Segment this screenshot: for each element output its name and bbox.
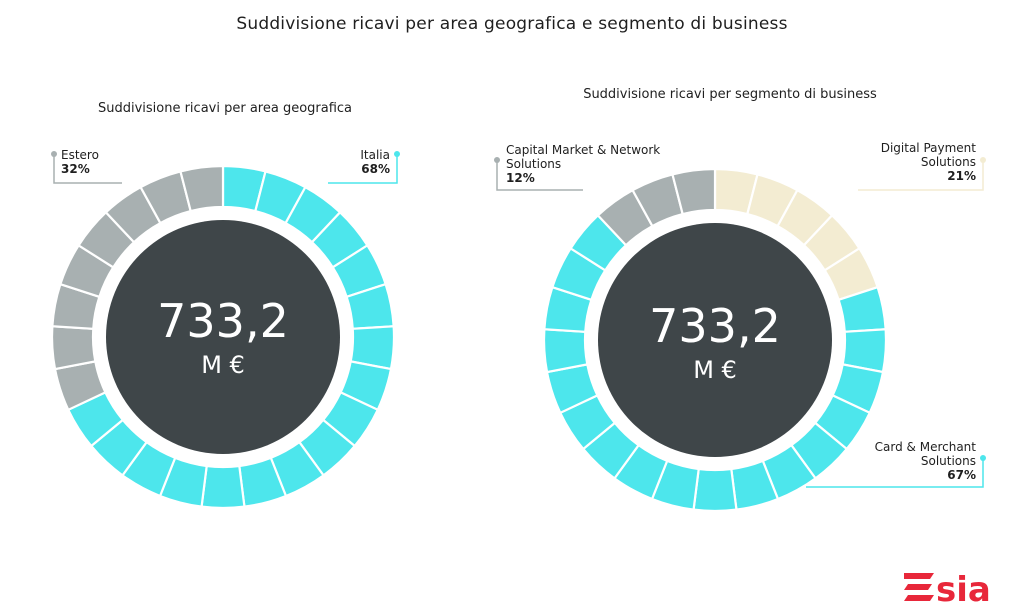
chart-title-segmento: Suddivisione ricavi per segmento di busi…	[583, 87, 877, 102]
label-estero: Estero 32%	[61, 148, 99, 176]
label-italia-name: Italia	[360, 148, 390, 162]
center-unit-right: M €	[693, 356, 737, 384]
label-digital-pct: 21%	[947, 169, 976, 183]
label-capital-pct: 12%	[506, 171, 535, 185]
label-card-line1: Card & Merchant	[874, 440, 976, 454]
label-card-line2: Solutions	[920, 454, 976, 468]
leader-italia	[328, 151, 400, 184]
chart-title-geografica: Suddivisione ricavi per area geografica	[97, 101, 353, 116]
donut-center	[106, 220, 340, 454]
leader-digital	[858, 157, 986, 191]
label-estero-name: Estero	[61, 148, 99, 162]
label-digital-line2: Solutions	[920, 155, 976, 169]
label-card-pct: 67%	[947, 468, 976, 482]
leader-capital	[494, 157, 583, 191]
label-digital-line1: Digital Payment	[880, 141, 976, 155]
leader-estero	[51, 151, 122, 184]
label-estero-pct: 32%	[61, 162, 90, 176]
sia-logo: sia	[904, 570, 991, 606]
center-value-left: 733,2	[157, 294, 289, 348]
donut-segment-estero	[179, 164, 225, 213]
donut-segment-capital-market-network-solutions	[671, 167, 717, 216]
center-unit-left: M €	[201, 351, 245, 379]
donut-chart-segmento	[542, 167, 888, 513]
donut-center	[598, 223, 832, 457]
donut-chart-geografica	[50, 164, 396, 510]
label-card: Card & Merchant Solutions 67%	[826, 440, 976, 482]
logo-mark-icon	[904, 573, 934, 601]
label-italia: Italia 68%	[300, 148, 390, 176]
label-capital-line1: Capital Market & Network	[506, 143, 661, 157]
label-capital: Capital Market & Network Solutions 12%	[506, 143, 660, 185]
page-title: Suddivisione ricavi per area geografica …	[236, 14, 788, 34]
label-digital: Digital Payment Solutions 21%	[826, 141, 976, 183]
leader-card	[806, 455, 986, 488]
donut-segment-estero	[50, 325, 97, 371]
label-italia-pct: 68%	[361, 162, 390, 176]
center-value-right: 733,2	[649, 299, 781, 353]
donut-segment-card-merchant-solutions	[692, 467, 738, 513]
donut-segment-italia	[200, 464, 246, 510]
logo-text: sia	[936, 570, 991, 606]
label-capital-line2: Solutions	[506, 157, 562, 171]
donut-segment-card-merchant-solutions	[542, 328, 589, 374]
